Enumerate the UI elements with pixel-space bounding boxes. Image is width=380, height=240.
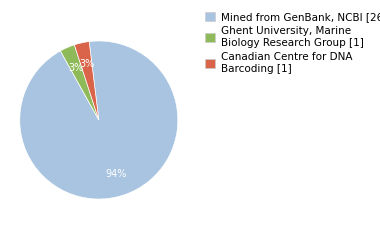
Text: 3%: 3% xyxy=(79,60,94,69)
Text: 94%: 94% xyxy=(106,169,127,179)
Text: 3%: 3% xyxy=(68,63,84,73)
Wedge shape xyxy=(74,42,99,120)
Legend: Mined from GenBank, NCBI [26], Ghent University, Marine
Biology Research Group [: Mined from GenBank, NCBI [26], Ghent Uni… xyxy=(203,10,380,76)
Wedge shape xyxy=(20,41,178,199)
Wedge shape xyxy=(60,45,99,120)
